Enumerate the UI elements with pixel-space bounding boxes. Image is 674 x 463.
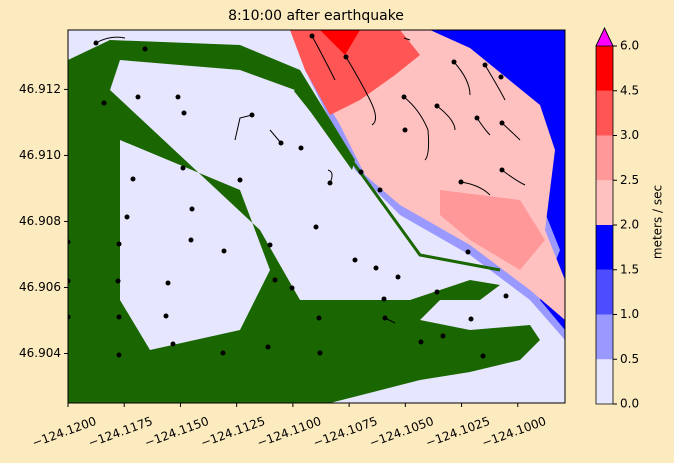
colorbar-label: meters / sec [651, 185, 665, 259]
colorbar-tick-label: 1.0 [620, 307, 639, 321]
colorbar-band [596, 359, 613, 404]
colorbar-tick-label: 2.0 [620, 218, 639, 232]
colorbar-tick-label: 0.0 [620, 397, 639, 411]
colorbar-band [596, 90, 613, 136]
chart-title: 8:10:00 after earthquake [228, 8, 404, 24]
y-tick-label: 46.906 [19, 280, 61, 294]
map [68, 30, 565, 403]
colorbar-tick-label: 6.0 [620, 39, 639, 53]
colorbar-band [596, 135, 613, 181]
colorbar-tick-label: 0.5 [620, 352, 639, 366]
region-salmon [440, 190, 545, 270]
colorbar-tick-label: 4.5 [620, 83, 639, 97]
colorbar-band [596, 269, 613, 315]
plot-frame [67, 29, 566, 404]
particles [68, 33, 509, 359]
colorbar-band [596, 314, 613, 360]
y-tick-label: 46.910 [19, 148, 61, 162]
region-darkred [320, 30, 360, 55]
colorbar-frame [595, 27, 614, 405]
y-tick-label: 46.904 [19, 346, 61, 360]
colorbar-band [596, 46, 613, 91]
colorbar-tick-label: 3.0 [620, 128, 639, 142]
colorbar-tick-label: 2.5 [620, 173, 639, 187]
colorbar-band [596, 225, 613, 270]
colorbar-band [596, 180, 613, 225]
tracks [95, 35, 526, 324]
spit [293, 89, 501, 272]
y-tick-label: 46.912 [19, 82, 61, 96]
land [68, 40, 540, 403]
y-tick-label: 46.908 [19, 214, 61, 228]
colorbar-tick-label: 1.5 [620, 262, 639, 276]
